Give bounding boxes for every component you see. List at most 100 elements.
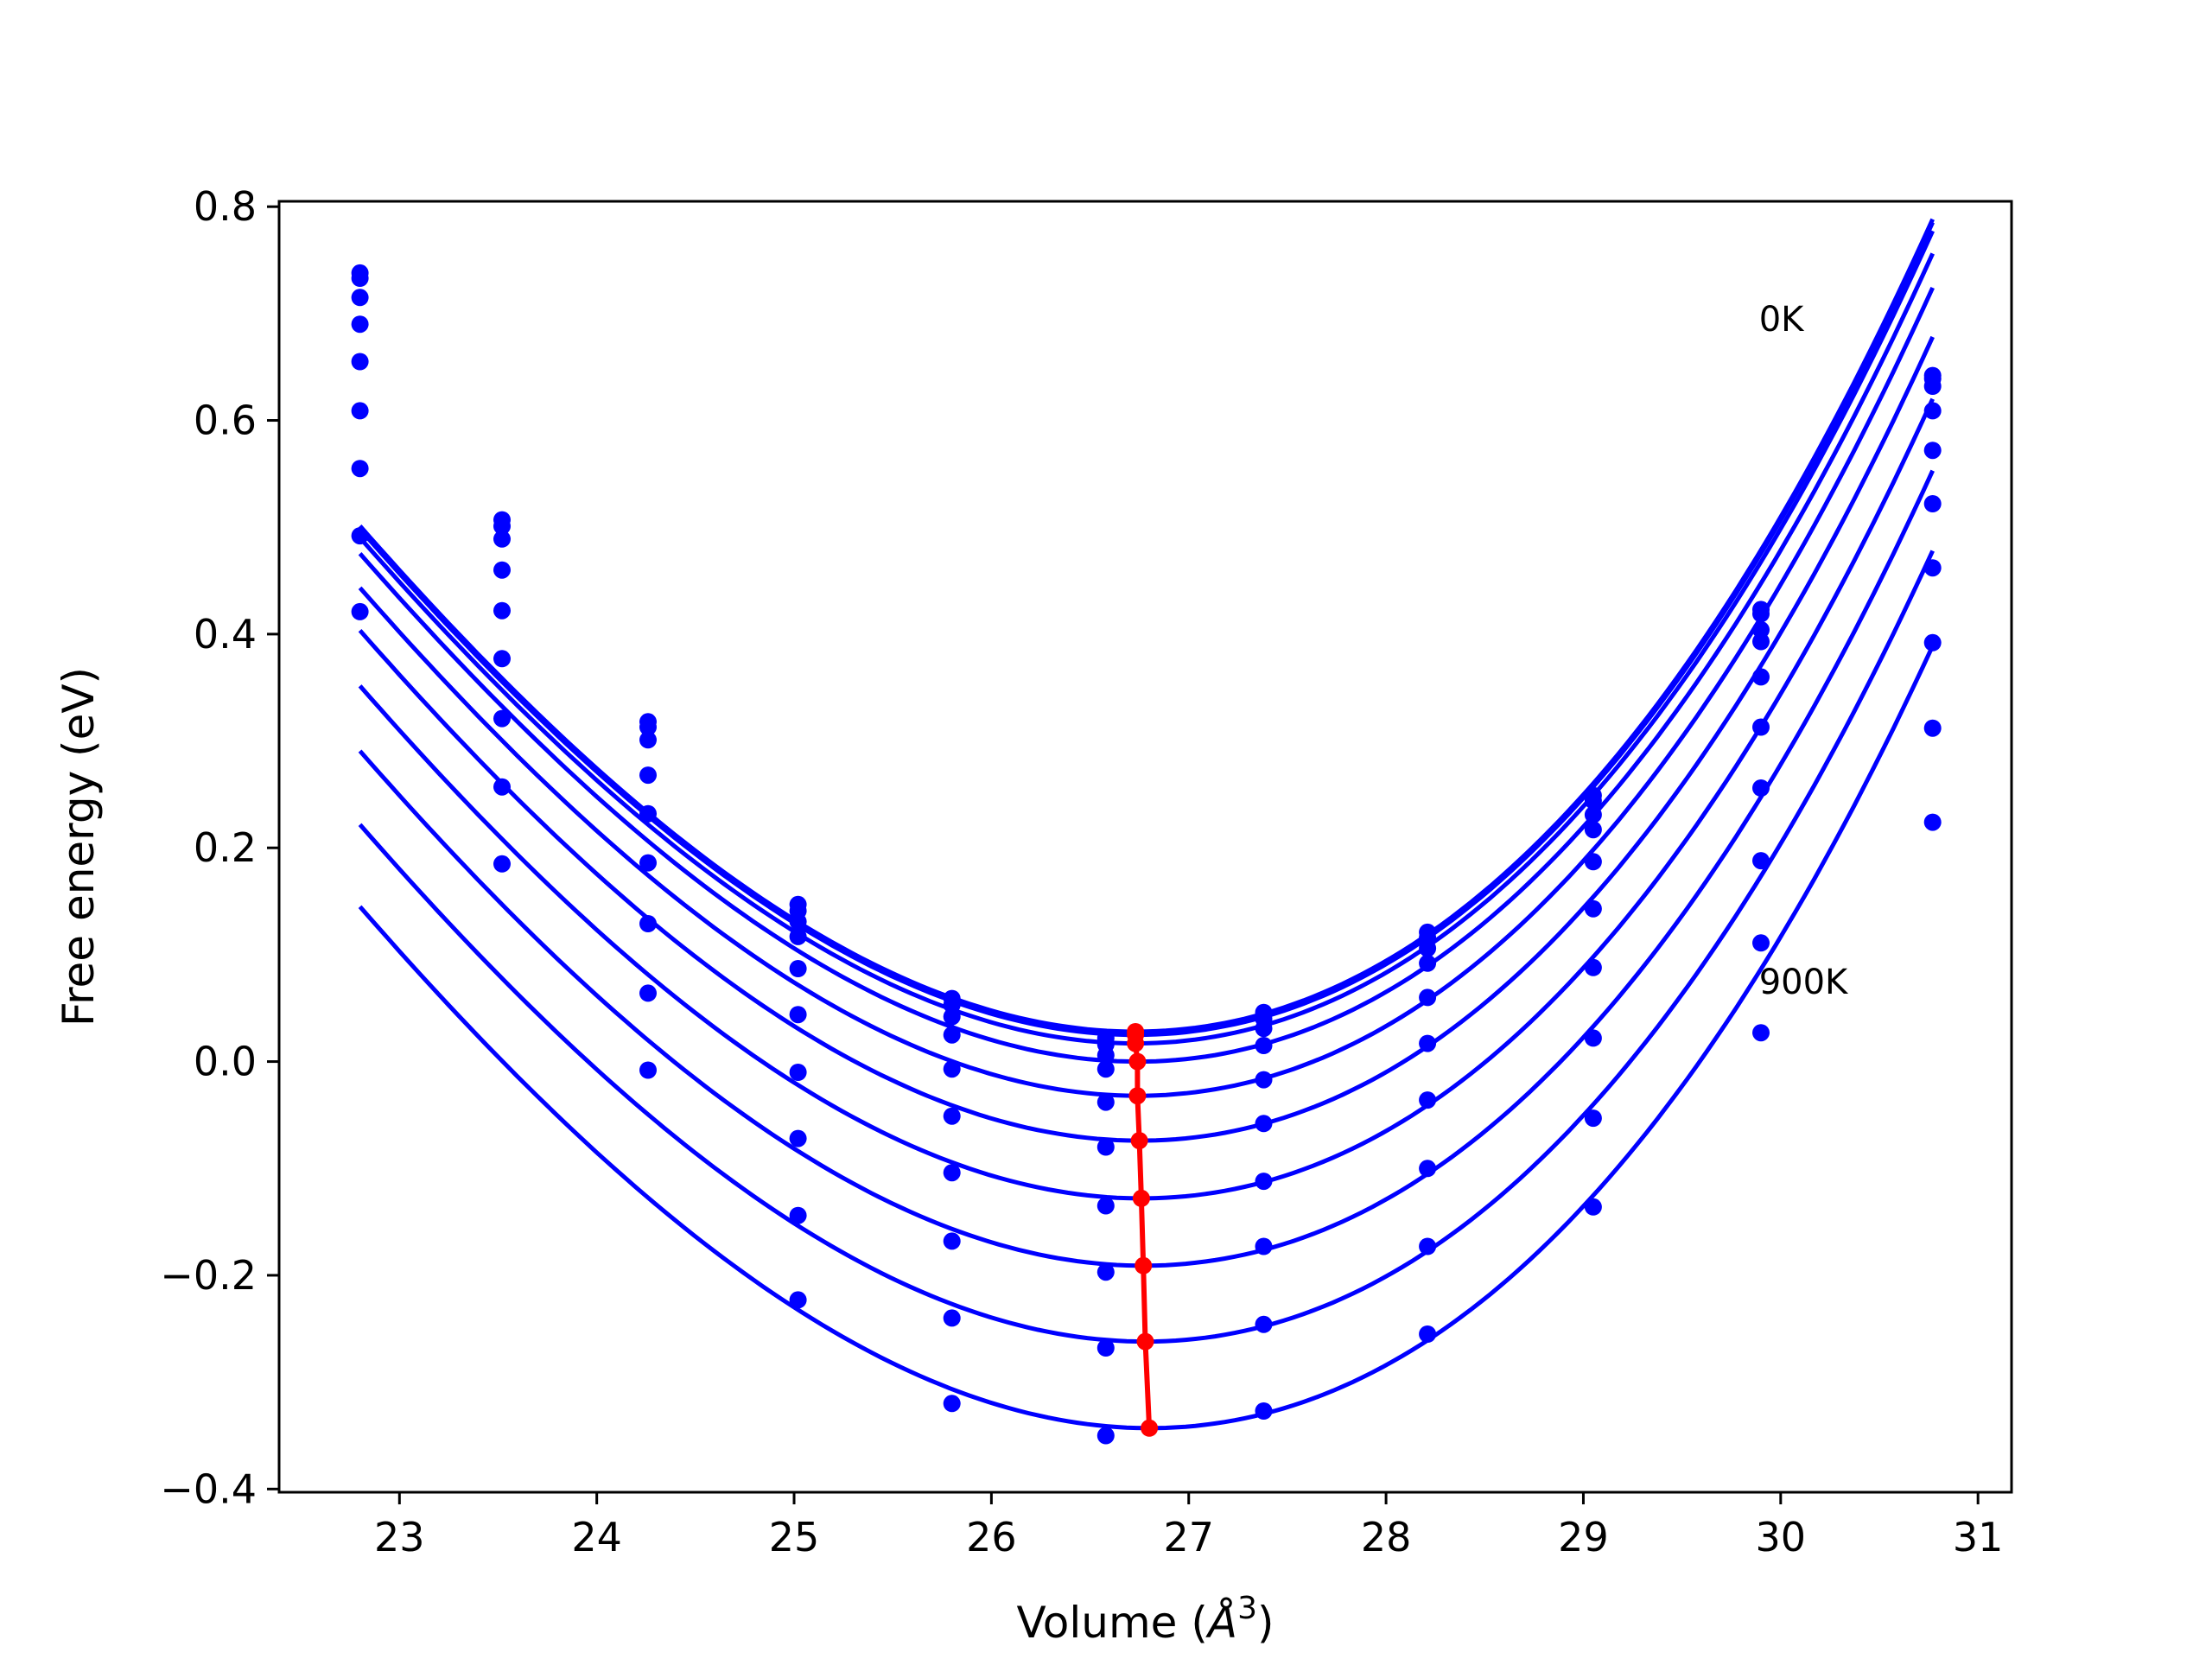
data-point [351,289,369,307]
data-point [1584,791,1602,810]
minima-point [1136,1332,1154,1351]
annotations: 0K 900K [1759,300,1849,1002]
x-tick-label: 24 [571,1514,622,1560]
x-label-close: ) [1257,1598,1274,1648]
y-axis-label: Free energy (eV) [54,667,104,1027]
data-point [1752,718,1770,736]
minima-point [1135,1256,1153,1274]
fit-curves [358,218,1935,1431]
data-point [789,1206,807,1224]
data-point [1419,1237,1437,1255]
fit-curve-1 [358,221,1935,1038]
x-label-unit: Å [1205,1598,1237,1648]
fit-curve-2 [358,230,1935,1046]
fit-curve-3 [358,252,1935,1065]
x-tick-label: 29 [1558,1514,1609,1560]
y-tick-label: 0.2 [194,824,257,871]
data-point [1584,1198,1602,1216]
x-tick-label: 23 [374,1514,425,1560]
data-point [1923,633,1942,652]
data-point [789,1291,807,1309]
data-point [1096,1138,1115,1156]
fit-curve-7 [358,469,1935,1268]
x-tick-label: 28 [1361,1514,1412,1560]
data-point [943,1309,961,1327]
y-tick-label: 0.8 [194,183,257,230]
data-point [943,1007,961,1026]
minima-point [1130,1132,1148,1150]
x-tick-label: 30 [1756,1514,1807,1560]
data-point [1419,988,1437,1007]
data-point [493,709,511,728]
data-point [351,402,369,420]
y-tick-label: −0.4 [160,1465,257,1512]
data-point [1584,958,1602,976]
data-point [1584,821,1602,839]
data-point [943,1395,961,1413]
data-point [1923,402,1942,420]
data-point [1096,1427,1115,1445]
data-point [1584,899,1602,918]
data-point [1584,853,1602,871]
data-point [789,1129,807,1147]
data-point [1255,1315,1273,1333]
data-point [1752,632,1770,651]
data-point [351,460,369,478]
data-point [1255,1037,1273,1054]
data-point [789,927,807,945]
data-point [1752,934,1770,952]
data-point [639,718,657,736]
data-points [351,264,1942,1445]
y-axis-ticks: −0.4 −0.2 0.0 0.2 0.4 0.6 0.8 [160,183,279,1512]
fit-curve-4 [358,286,1935,1098]
minima-point [1141,1419,1159,1437]
data-point [789,960,807,977]
data-point [1584,1029,1602,1047]
x-tick-label: 25 [769,1514,820,1560]
data-point [1096,1060,1115,1078]
data-point [943,1026,961,1044]
data-point [639,984,657,1002]
data-point [789,1006,807,1024]
data-point [493,650,511,668]
data-point [943,1107,961,1125]
data-point [1584,1109,1602,1128]
data-point [1096,1339,1115,1357]
data-point [1255,1020,1273,1038]
data-point [351,527,369,545]
minima-line [1127,1023,1159,1437]
data-point [943,1164,961,1182]
y-tick-label: −0.2 [160,1252,257,1299]
data-point [1096,1046,1115,1065]
data-point [1255,1071,1273,1089]
data-point [943,1232,961,1250]
data-point [1096,1263,1115,1281]
data-point [639,804,657,823]
fit-curve-5 [358,335,1935,1143]
data-point [493,561,511,579]
data-point [639,731,657,749]
minima-point [1128,1087,1147,1105]
data-point [493,518,511,535]
data-point [1752,1024,1770,1042]
data-point [493,530,511,548]
data-point [1923,719,1942,737]
data-point [1255,1402,1273,1420]
y-tick-label: 0.0 [194,1039,257,1085]
data-point [351,353,369,371]
x-tick-label: 27 [1163,1514,1214,1560]
data-point [1923,559,1942,577]
x-axis-ticks: 23 24 25 26 27 28 29 30 31 [374,1492,2003,1560]
annotation-label: 900K [1759,963,1849,1002]
data-point [351,270,369,287]
data-point [1752,779,1770,797]
data-point [1752,852,1770,870]
data-point [1255,1237,1273,1255]
data-point [1923,813,1942,831]
data-point [1096,1093,1115,1111]
data-point [639,915,657,932]
data-point [1752,668,1770,686]
data-point [789,912,807,931]
fit-curve-0 [358,218,1935,1034]
